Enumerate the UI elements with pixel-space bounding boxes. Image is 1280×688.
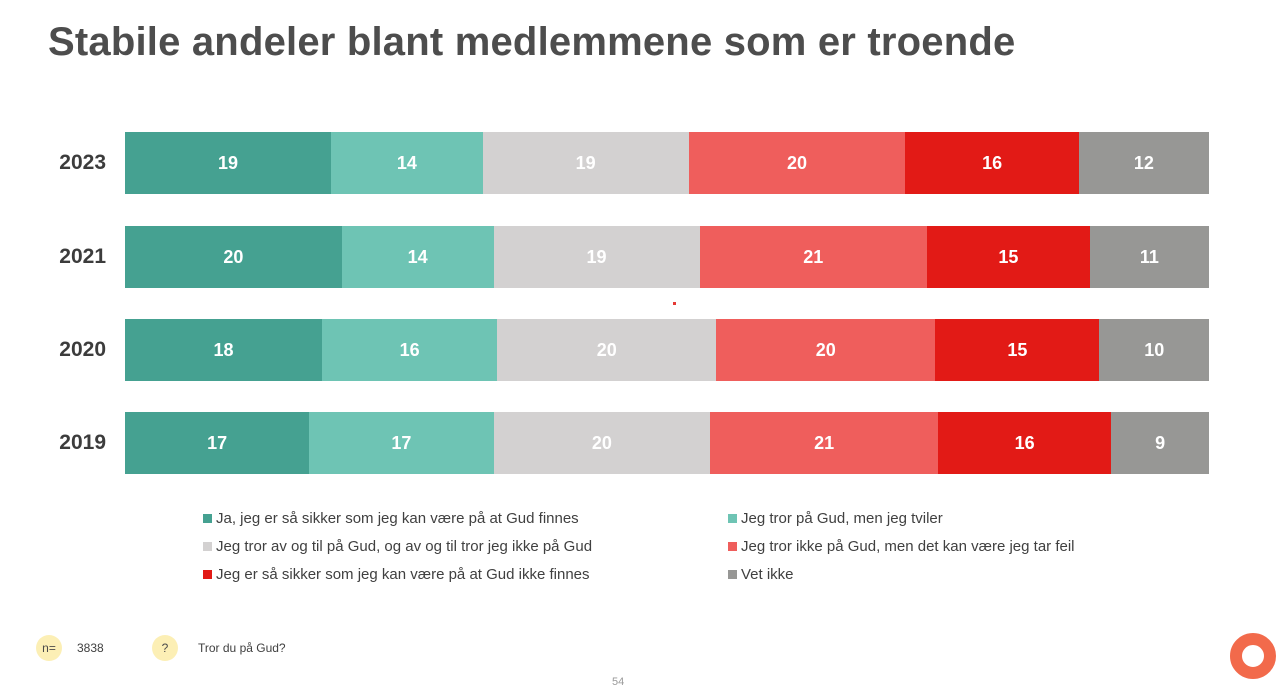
bar-segment: 19 xyxy=(482,132,689,194)
legend-item: Ja, jeg er så sikker som jeg kan være på… xyxy=(203,507,728,529)
legend-item: Jeg er så sikker som jeg kan være på at … xyxy=(203,563,728,585)
data-label: 9 xyxy=(1155,432,1166,453)
data-label: 19 xyxy=(586,246,607,267)
data-label: 15 xyxy=(998,246,1019,267)
bar-segment: 15 xyxy=(927,226,1090,288)
legend-label: Jeg tror av og til på Gud, og av og til … xyxy=(216,537,593,555)
data-label: 17 xyxy=(391,432,412,453)
data-label: 19 xyxy=(217,152,238,173)
legend-swatch xyxy=(203,513,212,523)
bar-row-2021: 20 14 19 21 15 11 xyxy=(125,226,1209,288)
bar-segment: 14 xyxy=(341,226,494,288)
data-label: 21 xyxy=(803,246,824,267)
page-title: Stabile andeler blant medlemmene som er … xyxy=(48,20,1016,64)
bar-segment: 20 xyxy=(688,132,906,194)
sample-size-badge: n= xyxy=(36,635,62,661)
bar-segment: 17 xyxy=(125,412,310,474)
legend-label: Jeg er så sikker som jeg kan være på at … xyxy=(216,565,590,583)
bar-segment: 20 xyxy=(493,412,711,474)
data-label: 20 xyxy=(223,246,244,267)
bar-segment: 19 xyxy=(493,226,700,288)
bar-segment: 19 xyxy=(125,132,331,194)
sample-size-value: 3838 xyxy=(77,641,104,655)
legend-swatch xyxy=(203,541,212,551)
bar-segment: 21 xyxy=(699,226,928,288)
data-label: 17 xyxy=(207,432,228,453)
data-label: 16 xyxy=(982,152,1003,173)
data-label: 11 xyxy=(1139,246,1159,267)
bar-row-2020: 18 16 20 20 15 10 xyxy=(125,319,1209,381)
bar-segment: 21 xyxy=(710,412,938,474)
bar-segment: 16 xyxy=(937,412,1112,474)
legend-item: Jeg tror av og til på Gud, og av og til … xyxy=(203,535,728,557)
legend-swatch xyxy=(728,569,737,579)
bar-segment: 14 xyxy=(330,132,483,194)
year-label: 2021 xyxy=(59,245,106,268)
bar-segment: 15 xyxy=(935,319,1100,381)
legend-label: Ja, jeg er så sikker som jeg kan være på… xyxy=(216,509,579,527)
bar-row-2023: 19 14 19 20 16 12 xyxy=(125,132,1209,194)
legend-item: Jeg tror på Gud, men jeg tviler xyxy=(728,507,1183,529)
survey-question: Tror du på Gud? xyxy=(198,641,286,655)
bar-segment: 10 xyxy=(1099,319,1209,381)
bar-segment: 20 xyxy=(497,319,717,381)
data-label: 10 xyxy=(1144,339,1165,360)
legend-swatch xyxy=(728,541,737,551)
data-label: 16 xyxy=(1014,432,1035,453)
data-label: 15 xyxy=(1007,339,1028,360)
bar-segment: 16 xyxy=(322,319,498,381)
brand-logo-icon xyxy=(1230,633,1276,679)
question-badge: ? xyxy=(152,635,178,661)
bar-segment: 20 xyxy=(125,226,342,288)
data-label: 21 xyxy=(814,432,835,453)
data-label: 20 xyxy=(815,339,836,360)
bar-segment: 9 xyxy=(1111,412,1209,474)
legend-swatch xyxy=(203,569,212,579)
data-label: 14 xyxy=(407,246,428,267)
bar-segment: 12 xyxy=(1078,132,1209,194)
data-label: 19 xyxy=(575,152,596,173)
legend-item: Vet ikke xyxy=(728,563,1183,585)
bar-segment: 11 xyxy=(1089,226,1209,288)
chart-legend: Ja, jeg er så sikker som jeg kan være på… xyxy=(203,507,1183,585)
data-label: 18 xyxy=(213,339,234,360)
decorative-dot xyxy=(673,302,676,305)
bar-segment: 17 xyxy=(309,412,494,474)
year-label: 2020 xyxy=(59,338,106,361)
data-label: 20 xyxy=(591,432,612,453)
legend-swatch xyxy=(728,513,737,523)
data-label: 12 xyxy=(1133,152,1154,173)
legend-label: Jeg tror på Gud, men jeg tviler xyxy=(741,509,943,527)
data-label: 14 xyxy=(396,152,417,173)
page-number: 54 xyxy=(612,676,625,688)
legend-item: Jeg tror ikke på Gud, men det kan være j… xyxy=(728,535,1183,557)
year-label: 2023 xyxy=(59,151,106,174)
bar-segment: 18 xyxy=(125,319,323,381)
bar-segment: 20 xyxy=(716,319,936,381)
bar-segment: 16 xyxy=(905,132,1079,194)
legend-label: Jeg tror ikke på Gud, men det kan være j… xyxy=(741,537,1075,555)
data-label: 20 xyxy=(787,152,808,173)
data-label: 16 xyxy=(399,339,420,360)
legend-label: Vet ikke xyxy=(741,565,794,583)
data-label: 20 xyxy=(596,339,617,360)
bar-row-2019: 17 17 20 21 16 9 xyxy=(125,412,1209,474)
year-label: 2019 xyxy=(59,431,106,454)
